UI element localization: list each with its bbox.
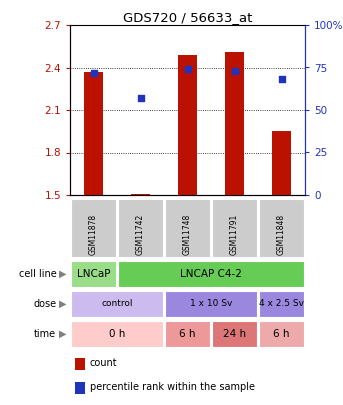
Point xyxy=(279,76,284,83)
Text: dose: dose xyxy=(33,299,56,309)
Text: ▶: ▶ xyxy=(59,269,67,279)
Bar xyxy=(178,55,197,195)
Bar xyxy=(84,72,103,195)
Text: percentile rank within the sample: percentile rank within the sample xyxy=(90,382,255,392)
Text: GSM11878: GSM11878 xyxy=(89,214,98,255)
Bar xyxy=(118,261,304,287)
Bar xyxy=(165,321,210,347)
Text: 6 h: 6 h xyxy=(273,329,290,339)
Text: 24 h: 24 h xyxy=(223,329,246,339)
Text: count: count xyxy=(90,358,117,368)
Bar xyxy=(165,291,257,317)
Text: LNCaP: LNCaP xyxy=(77,269,110,279)
Text: 4 x 2.5 Sv: 4 x 2.5 Sv xyxy=(259,300,304,309)
Bar xyxy=(75,382,85,394)
Title: GDS720 / 56633_at: GDS720 / 56633_at xyxy=(123,11,252,24)
Point xyxy=(91,69,96,76)
Bar xyxy=(259,321,304,347)
Point xyxy=(138,95,143,101)
Bar xyxy=(71,200,116,256)
Text: GSM11848: GSM11848 xyxy=(277,214,286,255)
Text: LNCAP C4-2: LNCAP C4-2 xyxy=(180,269,242,279)
Text: ▶: ▶ xyxy=(59,299,67,309)
Bar xyxy=(272,131,291,195)
Text: 0 h: 0 h xyxy=(109,329,125,339)
Text: GSM11791: GSM11791 xyxy=(230,214,239,255)
Text: GSM11748: GSM11748 xyxy=(183,214,192,255)
Bar xyxy=(259,200,304,256)
Bar xyxy=(225,52,244,195)
Text: GSM11742: GSM11742 xyxy=(136,214,145,255)
Text: control: control xyxy=(101,300,133,309)
Bar xyxy=(71,261,116,287)
Bar xyxy=(212,321,257,347)
Text: time: time xyxy=(34,329,56,339)
Bar xyxy=(212,200,257,256)
Bar xyxy=(71,321,163,347)
Bar xyxy=(71,291,163,317)
Point xyxy=(232,68,237,74)
Text: cell line: cell line xyxy=(19,269,56,279)
Bar xyxy=(131,194,150,195)
Text: 1 x 10 Sv: 1 x 10 Sv xyxy=(190,300,232,309)
Bar xyxy=(75,358,85,370)
Bar xyxy=(259,291,304,317)
Bar xyxy=(118,200,163,256)
Point xyxy=(185,66,190,72)
Text: ▶: ▶ xyxy=(59,329,67,339)
Text: 6 h: 6 h xyxy=(179,329,196,339)
Bar xyxy=(165,200,210,256)
